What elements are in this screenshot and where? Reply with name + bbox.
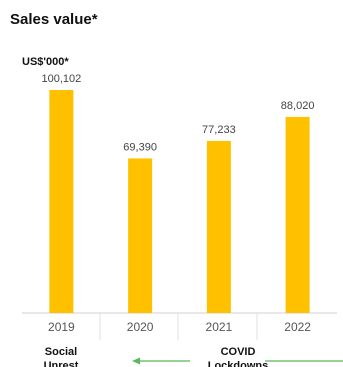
bar	[206, 140, 231, 313]
bar	[285, 116, 310, 313]
bar	[128, 158, 153, 313]
annotation: Lockdowns	[208, 360, 269, 367]
annotation: Unrest	[44, 360, 79, 367]
x-tick-label: 2019	[48, 320, 75, 334]
value-label: 77,233	[202, 124, 236, 136]
value-label: 69,390	[123, 141, 157, 153]
value-label: 100,102	[41, 73, 81, 85]
unit-label: US$'000*	[22, 56, 69, 68]
annotation: Social	[45, 346, 77, 358]
x-tick-label: 2021	[206, 320, 233, 334]
value-label: 88,020	[281, 100, 315, 112]
chart-title: Sales value*	[10, 11, 98, 28]
x-tick-label: 2022	[284, 320, 311, 334]
x-tick-label: 2020	[127, 320, 154, 334]
bar	[49, 90, 74, 313]
arrow-head	[132, 357, 140, 365]
annotation: COVID	[221, 346, 256, 358]
